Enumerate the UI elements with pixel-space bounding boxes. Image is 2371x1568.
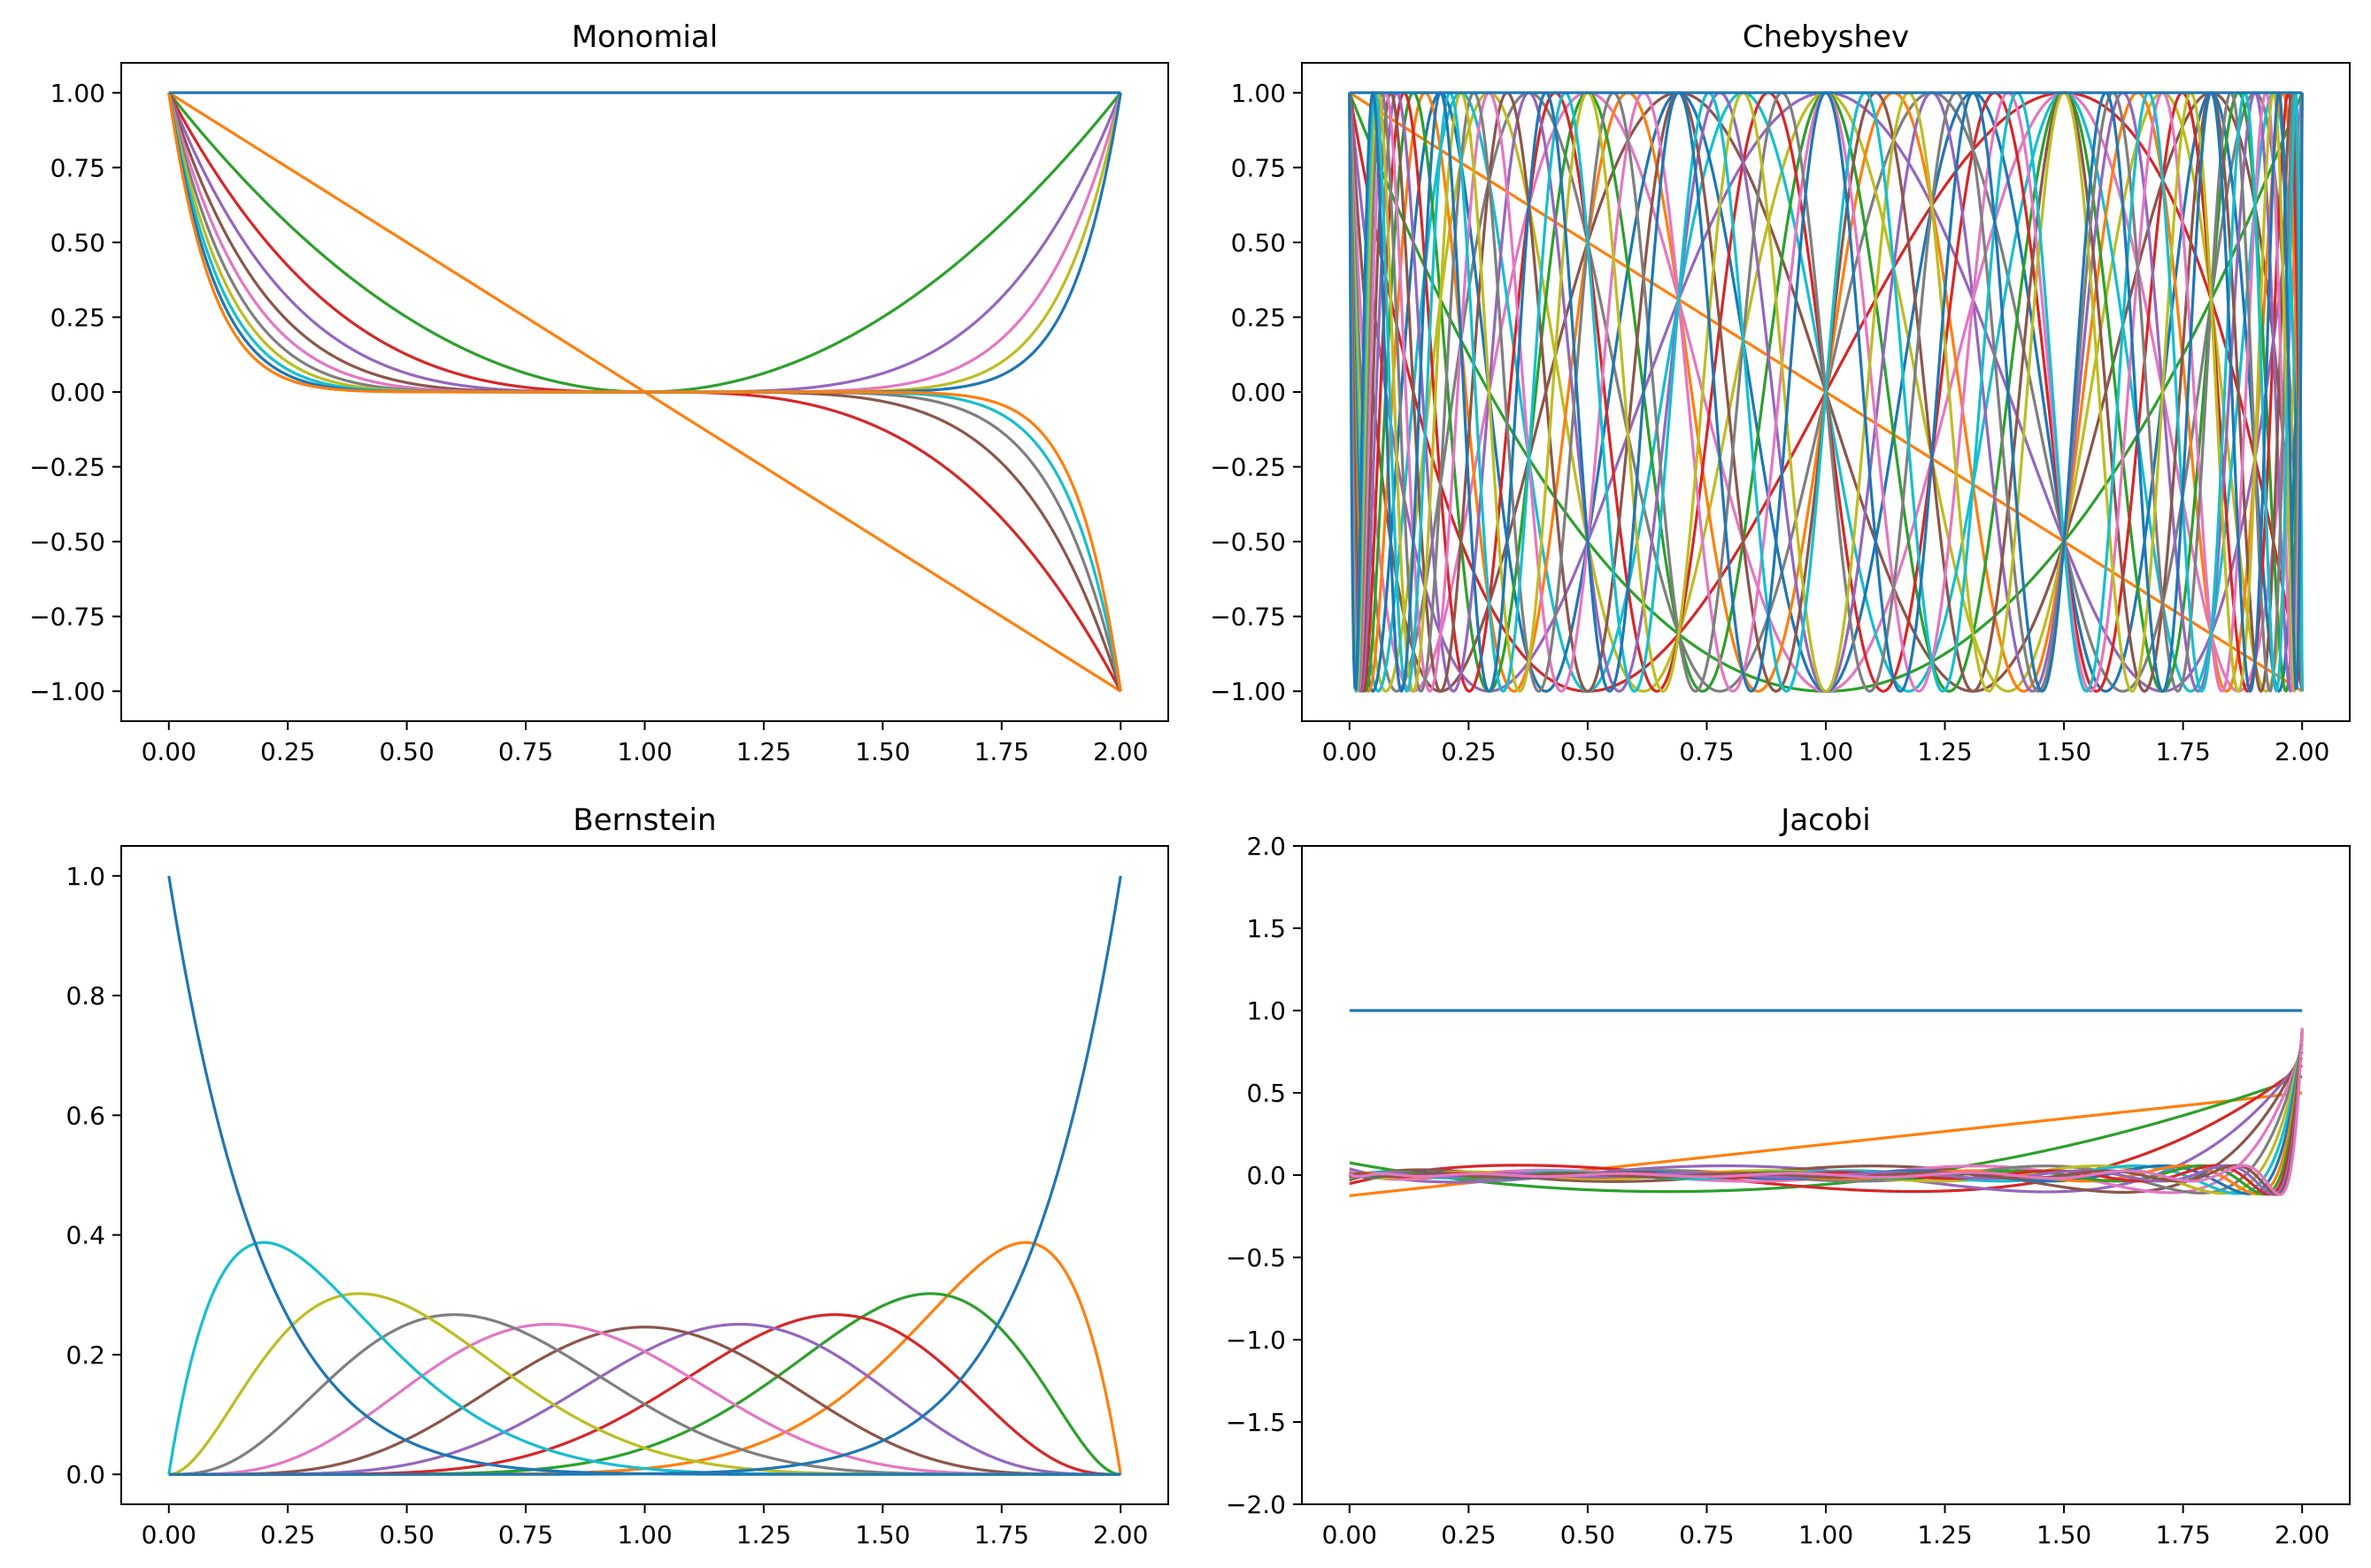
x-tick-label: 2.00 bbox=[2275, 1520, 2329, 1549]
y-tick-label: −0.25 bbox=[29, 453, 105, 482]
x-tick-label: 0.50 bbox=[379, 1520, 434, 1549]
x-tick-label: 1.75 bbox=[2155, 737, 2210, 766]
series-line-18 bbox=[1348, 91, 2304, 693]
y-tick-label: −0.50 bbox=[1210, 527, 1286, 557]
y-tick-label: −0.25 bbox=[1210, 453, 1286, 482]
x-tick-label: 1.25 bbox=[736, 737, 791, 766]
y-tick-label: 0.4 bbox=[65, 1221, 105, 1250]
series-group bbox=[167, 91, 1122, 693]
x-tick-label: 1.75 bbox=[974, 1520, 1029, 1549]
y-tick-label: −0.5 bbox=[1226, 1243, 1286, 1272]
series-line-11 bbox=[167, 92, 1122, 692]
x-tick-label: 0.25 bbox=[260, 1520, 315, 1549]
x-tick-label: 1.00 bbox=[617, 1520, 672, 1549]
x-tick-label: 1.50 bbox=[2036, 1520, 2091, 1549]
x-tick-label: 0.25 bbox=[260, 737, 315, 766]
y-tick-label: 1.00 bbox=[1231, 79, 1286, 108]
chart-title: Bernstein bbox=[573, 803, 716, 838]
series-group bbox=[1348, 1009, 2304, 1197]
y-tick-label: −0.50 bbox=[29, 527, 105, 557]
x-tick-label: 2.00 bbox=[2275, 737, 2329, 766]
y-tick-label: 0.00 bbox=[50, 378, 105, 407]
series-group bbox=[167, 875, 1122, 1476]
x-tick-label: 2.00 bbox=[1093, 1520, 1148, 1549]
x-tick-label: 0.00 bbox=[142, 1520, 196, 1549]
y-tick-label: −1.0 bbox=[1226, 1326, 1286, 1355]
y-tick-label: 0.00 bbox=[1231, 378, 1286, 407]
y-tick-label: 2.0 bbox=[1246, 832, 1286, 861]
y-tick-label: 1.00 bbox=[50, 79, 105, 108]
chart-title: Chebyshev bbox=[1743, 19, 1909, 55]
chart-panel-monomial: Monomial 0.00 0.25 0.50 0.75 1.00 1.25 1.50 1.75… bbox=[29, 19, 1169, 766]
chart-title: Jacobi bbox=[1779, 803, 1870, 838]
x-tick-label: 0.75 bbox=[498, 1520, 553, 1549]
y-tick-label: 0.0 bbox=[1246, 1161, 1286, 1190]
x-tick-label: 0.50 bbox=[1560, 1520, 1615, 1549]
y-tick-label: −0.75 bbox=[29, 603, 105, 632]
chart-title: Monomial bbox=[572, 19, 718, 55]
x-tick-label: 1.00 bbox=[1798, 737, 1853, 766]
y-tick-label: 1.0 bbox=[1246, 996, 1286, 1026]
series-line-5 bbox=[168, 1326, 1121, 1476]
chart-panel-chebyshev: Chebyshev 0.00 0.25 0.50 0.75 1.00 1.25 1.50 1.7… bbox=[1210, 19, 2351, 766]
y-tick-label: 0.50 bbox=[50, 228, 105, 257]
x-tick-label: 1.50 bbox=[2036, 737, 2091, 766]
series-line-16 bbox=[1348, 1027, 2304, 1196]
x-tick-label: 1.50 bbox=[855, 1520, 910, 1549]
x-tick-label: 2.00 bbox=[1093, 737, 1148, 766]
x-tick-label: 1.25 bbox=[1917, 737, 1972, 766]
y-tick-label: −1.5 bbox=[1226, 1408, 1286, 1437]
x-tick-label: 0.00 bbox=[1322, 1520, 1377, 1549]
series-line-19 bbox=[1348, 91, 2304, 693]
x-tick-label: 0.75 bbox=[1679, 1520, 1734, 1549]
x-tick-label: 1.00 bbox=[617, 737, 672, 766]
x-tick-label: 1.75 bbox=[974, 737, 1029, 766]
y-tick-label: 0.2 bbox=[65, 1341, 105, 1370]
y-tick-label: 0.0 bbox=[65, 1460, 105, 1489]
y-tick-label: 1.5 bbox=[1246, 914, 1286, 943]
y-tick-label: 0.8 bbox=[65, 981, 105, 1011]
y-tick-label: 0.25 bbox=[1231, 303, 1286, 332]
y-tick-label: −2.0 bbox=[1226, 1490, 1286, 1519]
y-tick-label: −1.00 bbox=[29, 677, 105, 706]
x-tick-label: 0.50 bbox=[1560, 737, 1615, 766]
x-tick-label: 0.50 bbox=[379, 737, 434, 766]
y-tick-label: 0.25 bbox=[50, 303, 105, 332]
chart-panel-jacobi: Jacobi 0.00 0.25 0.50 0.75 1.00 1.25 1.50 1.75 2.… bbox=[1226, 803, 2351, 1549]
x-tick-label: 1.00 bbox=[1798, 1520, 1853, 1549]
series-group bbox=[1348, 91, 2304, 693]
x-tick-label: 0.75 bbox=[1679, 737, 1734, 766]
x-tick-label: 0.25 bbox=[1441, 1520, 1496, 1549]
x-tick-label: 0.25 bbox=[1441, 737, 1496, 766]
x-tick-label: 1.25 bbox=[736, 1520, 791, 1549]
y-tick-label: −1.00 bbox=[1210, 677, 1286, 706]
y-tick-label: 0.6 bbox=[65, 1101, 105, 1130]
x-tick-label: 1.25 bbox=[1917, 1520, 1972, 1549]
series-line-3 bbox=[1349, 1064, 2304, 1194]
y-tick-label: 0.75 bbox=[1231, 153, 1286, 182]
x-tick-label: 0.00 bbox=[1322, 737, 1377, 766]
y-tick-label: 0.5 bbox=[1246, 1079, 1286, 1108]
series-line-10 bbox=[168, 875, 1122, 1476]
x-tick-label: 0.75 bbox=[498, 737, 553, 766]
x-tick-label: 0.00 bbox=[142, 737, 196, 766]
y-tick-label: 0.75 bbox=[50, 153, 105, 182]
x-tick-label: 1.50 bbox=[855, 737, 910, 766]
chart-panel-bernstein: Bernstein 0.00 0.25 0.50 0.75 1.00 1.25 1.50 1.7… bbox=[65, 803, 1169, 1549]
series-line-2 bbox=[1349, 1074, 2303, 1194]
y-tick-label: 0.50 bbox=[1231, 228, 1286, 257]
y-tick-label: 1.0 bbox=[65, 862, 105, 891]
y-tick-label: −0.75 bbox=[1210, 603, 1286, 632]
x-tick-label: 1.75 bbox=[2155, 1520, 2210, 1549]
